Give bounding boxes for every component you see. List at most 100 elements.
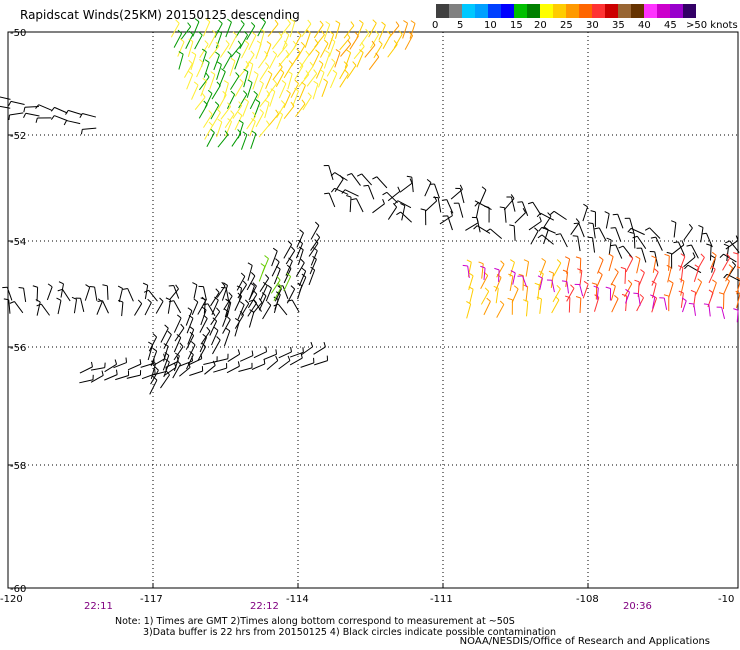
- wind-barb: [191, 356, 193, 362]
- wind-barb: [192, 282, 198, 286]
- wind-barb: [652, 296, 656, 309]
- wind-barb: [226, 94, 236, 109]
- wind-barb: [335, 49, 341, 53]
- wind-barb: [341, 189, 346, 194]
- wind-barb: [343, 61, 348, 66]
- wind-barb: [245, 60, 250, 66]
- wind-barb: [420, 208, 426, 211]
- wind-barb: [211, 330, 219, 346]
- wind-barb: [191, 301, 199, 316]
- colorbar-segment: [683, 4, 696, 18]
- wind-barb: [522, 284, 528, 288]
- wind-barb: [126, 374, 141, 379]
- wind-barb: [217, 94, 227, 109]
- wind-barb: [173, 362, 177, 368]
- wind-barb: [238, 64, 250, 78]
- wind-barb: [709, 245, 712, 261]
- colorbar-segment: [657, 4, 670, 18]
- wind-barb: [25, 112, 40, 117]
- wind-barb: [140, 362, 155, 368]
- wind-barb: [688, 302, 694, 305]
- colorbar-segment: [553, 4, 566, 18]
- wind-barb: [272, 50, 278, 55]
- colorbar-label: 15: [510, 20, 523, 31]
- wind-barb: [54, 115, 68, 122]
- wind-barb: [255, 99, 261, 103]
- wind-barb: [632, 235, 638, 239]
- wind-barb: [722, 280, 730, 295]
- wind-barb: [188, 71, 193, 75]
- note-line-1: Note: 1) Times are GMT 2)Times along bot…: [115, 616, 515, 627]
- wind-barb: [262, 305, 272, 320]
- wind-barb: [539, 278, 543, 290]
- wind-barb: [307, 42, 319, 57]
- wind-barb: [170, 23, 180, 38]
- wind-barb: [313, 80, 319, 85]
- wind-barb: [237, 111, 243, 116]
- wind-barb: [708, 304, 711, 317]
- wind-barb: [298, 74, 310, 88]
- wind-barb: [35, 104, 40, 109]
- colorbar-segment: [540, 4, 553, 18]
- wind-barb: [314, 39, 319, 44]
- wind-barb: [211, 30, 217, 35]
- wind-barb: [188, 314, 194, 319]
- wind-barb: [319, 69, 325, 73]
- wind-barb: [618, 245, 624, 249]
- wind-barb: [217, 29, 222, 34]
- wind-barb: [378, 40, 383, 45]
- wind-barb: [260, 263, 266, 267]
- wind-barb: [393, 200, 399, 205]
- wind-barb: [208, 121, 213, 126]
- wind-barb: [288, 60, 293, 65]
- wind-barb: [637, 293, 641, 306]
- wind-barb: [299, 61, 304, 67]
- wind-barb: [579, 270, 583, 286]
- wind-barb: [235, 72, 240, 77]
- wind-barb: [163, 334, 172, 349]
- wind-barb: [23, 107, 26, 113]
- wind-barb: [253, 290, 258, 295]
- wind-barb: [234, 115, 243, 131]
- wind-barb: [215, 33, 223, 49]
- wind-barb: [733, 308, 739, 311]
- wind-barb: [239, 34, 249, 50]
- wind-barb: [242, 131, 248, 136]
- wind-barb: [202, 333, 207, 338]
- wind-barb: [562, 269, 568, 273]
- colorbar-segment: [566, 4, 579, 18]
- wind-barb: [250, 272, 256, 277]
- wind-barb: [163, 353, 166, 359]
- wind-barb: [173, 300, 182, 314]
- wind-barb: [681, 300, 687, 313]
- wind-barb: [241, 43, 250, 59]
- wind-barb: [736, 293, 740, 309]
- wind-barb: [355, 198, 364, 213]
- wind-barb: [605, 213, 610, 229]
- wind-barb: [36, 287, 39, 302]
- wind-barb: [509, 259, 515, 263]
- wind-barb: [217, 134, 229, 148]
- wind-barb: [167, 299, 171, 314]
- wind-barb: [711, 279, 717, 284]
- wind-barb: [634, 279, 640, 283]
- wind-barb: [210, 292, 220, 307]
- wind-barb: [711, 251, 717, 256]
- wind-barb: [624, 268, 627, 284]
- wind-barb: [541, 226, 556, 234]
- wind-barb: [80, 298, 85, 312]
- wind-barb: [221, 68, 226, 73]
- wind-barb: [210, 128, 215, 133]
- wind-barb: [240, 134, 248, 150]
- wind-barb: [678, 290, 684, 294]
- wind-barb: [258, 298, 263, 303]
- wind-barb: [465, 222, 479, 231]
- wind-barb: [211, 112, 221, 127]
- wind-barb: [226, 315, 231, 321]
- wind-barb: [197, 300, 207, 315]
- wind-barb: [721, 307, 726, 319]
- wind-barb: [290, 285, 295, 290]
- wind-barb: [378, 24, 386, 41]
- wind-barb: [684, 264, 689, 270]
- wind-barb: [23, 288, 27, 303]
